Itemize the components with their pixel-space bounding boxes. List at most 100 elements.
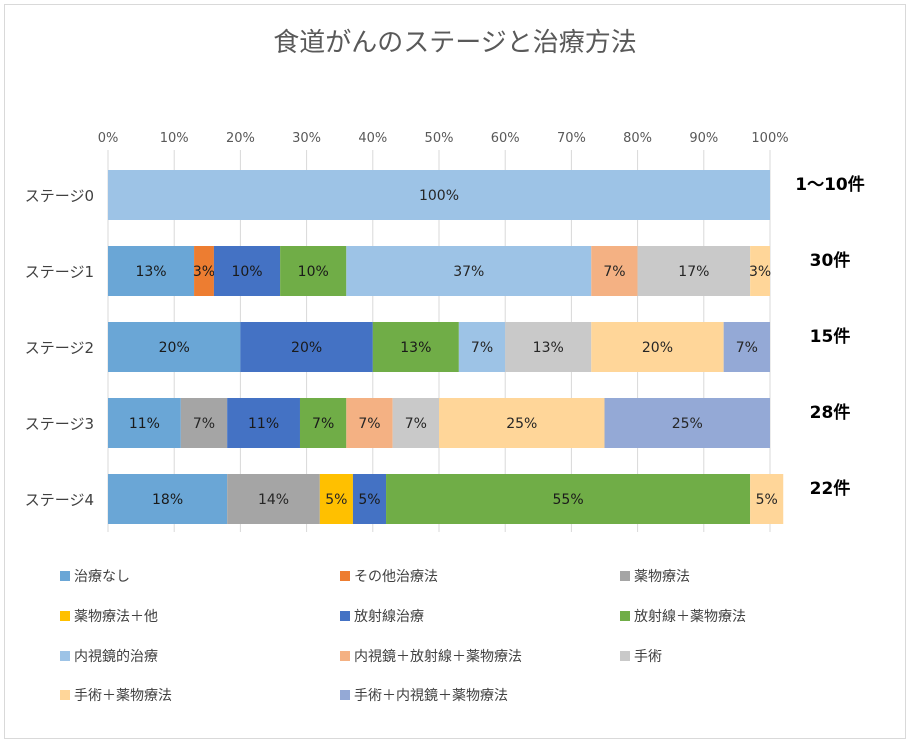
- bar-segment: [637, 246, 751, 296]
- x-tick-label: 30%: [292, 131, 321, 146]
- data-label: 7%: [405, 416, 427, 432]
- bar-segment: [723, 322, 770, 372]
- data-label: 7%: [358, 416, 380, 432]
- data-label: 5%: [756, 492, 778, 508]
- legend-swatch: [620, 611, 630, 621]
- legend-swatch: [620, 571, 630, 581]
- x-tick-label: 50%: [425, 131, 454, 146]
- bar-segment: [108, 246, 195, 296]
- x-tick-label: 10%: [160, 131, 189, 146]
- bar-segment: [108, 322, 241, 372]
- data-label: 11%: [248, 416, 279, 432]
- legend-swatch: [60, 611, 70, 621]
- legend-swatch: [340, 651, 350, 661]
- bar-segment: [280, 246, 347, 296]
- bar-segment: [750, 474, 784, 524]
- bar-segment: [194, 246, 214, 296]
- data-label: 3%: [193, 264, 215, 280]
- data-label: 18%: [152, 492, 183, 508]
- bar-segment: [213, 246, 281, 296]
- legend-label: 放射線治療: [354, 608, 424, 625]
- legend-swatch: [340, 571, 350, 581]
- data-label: 14%: [258, 492, 289, 508]
- case-count-label: 28件: [810, 402, 851, 423]
- data-label: 10%: [298, 264, 329, 280]
- data-label: 55%: [553, 492, 584, 508]
- legend-swatch: [60, 651, 70, 661]
- x-tick-label: 60%: [491, 131, 520, 146]
- bar-segment: [346, 246, 592, 296]
- legend-label: 手術＋内視鏡＋薬物療法: [354, 687, 508, 704]
- data-label: 20%: [159, 340, 190, 356]
- case-count-label: 15件: [810, 326, 851, 347]
- category-label: ステージ4: [25, 491, 94, 509]
- bar-segment: [227, 398, 300, 448]
- bar-segment: [439, 398, 605, 448]
- x-tick-label: 100%: [751, 131, 788, 146]
- bar-segment: [750, 246, 770, 296]
- data-label: 25%: [672, 416, 703, 432]
- case-count-label: 22件: [810, 478, 851, 499]
- data-label: 7%: [193, 416, 215, 432]
- bar-segment: [591, 246, 638, 296]
- data-label: 13%: [135, 264, 166, 280]
- bar-segment: [352, 474, 387, 524]
- data-label: 37%: [453, 264, 484, 280]
- legend-label: 内視鏡＋放射線＋薬物療法: [354, 648, 522, 665]
- bar-segment: [386, 474, 751, 524]
- legend-label: 手術: [634, 649, 662, 665]
- bar-segment: [591, 322, 724, 372]
- x-tick-label: 70%: [557, 131, 586, 146]
- chart-title: 食道がんのステージと治療方法: [273, 28, 637, 58]
- data-label: 7%: [471, 340, 493, 356]
- data-label: 20%: [642, 340, 673, 356]
- category-label: ステージ2: [25, 339, 94, 357]
- bar-segment: [319, 474, 353, 524]
- bar-segment: [108, 398, 181, 448]
- legend-label: 放射線＋薬物療法: [634, 608, 746, 625]
- x-tick-label: 20%: [226, 131, 255, 146]
- bar-segment: [240, 322, 373, 372]
- case-count-label: 30件: [810, 250, 851, 271]
- data-label: 17%: [678, 264, 709, 280]
- legend-swatch: [620, 651, 630, 661]
- x-tick-label: 90%: [689, 131, 718, 146]
- data-label: 100%: [419, 188, 459, 204]
- bar-segment: [108, 474, 228, 524]
- legend-label: 治療なし: [74, 568, 130, 585]
- data-label: 10%: [231, 264, 262, 280]
- data-label: 5%: [325, 492, 347, 508]
- legend-swatch: [60, 690, 70, 700]
- bar-segment: [372, 322, 459, 372]
- bar-segment: [108, 170, 770, 220]
- legend-swatch: [340, 611, 350, 621]
- legend-swatch: [60, 571, 70, 581]
- bar-segment: [180, 398, 228, 448]
- data-label: 7%: [736, 340, 758, 356]
- bar-segment: [392, 398, 439, 448]
- legend-label: 薬物療法＋他: [74, 608, 158, 625]
- data-label: 20%: [291, 340, 322, 356]
- data-label: 13%: [400, 340, 431, 356]
- data-label: 7%: [603, 264, 625, 280]
- data-label: 3%: [749, 264, 771, 280]
- bar-segment: [604, 398, 770, 448]
- legend-label: 手術＋薬物療法: [74, 687, 172, 704]
- bar-segment: [346, 398, 393, 448]
- legend-label: 薬物療法: [634, 568, 690, 585]
- category-label: ステージ1: [25, 263, 94, 281]
- legend-label: 内視鏡的治療: [74, 648, 158, 665]
- data-label: 7%: [312, 416, 334, 432]
- category-label: ステージ3: [25, 415, 94, 433]
- bar-segment: [299, 398, 347, 448]
- x-tick-label: 0%: [98, 131, 119, 146]
- bar-segment: [458, 322, 506, 372]
- legend-swatch: [340, 690, 350, 700]
- legend-label: その他治療法: [354, 568, 438, 585]
- case-count-label: 1〜10件: [795, 174, 865, 195]
- data-label: 13%: [533, 340, 564, 356]
- data-label: 5%: [358, 492, 380, 508]
- category-label: ステージ0: [25, 187, 94, 205]
- data-label: 11%: [129, 416, 160, 432]
